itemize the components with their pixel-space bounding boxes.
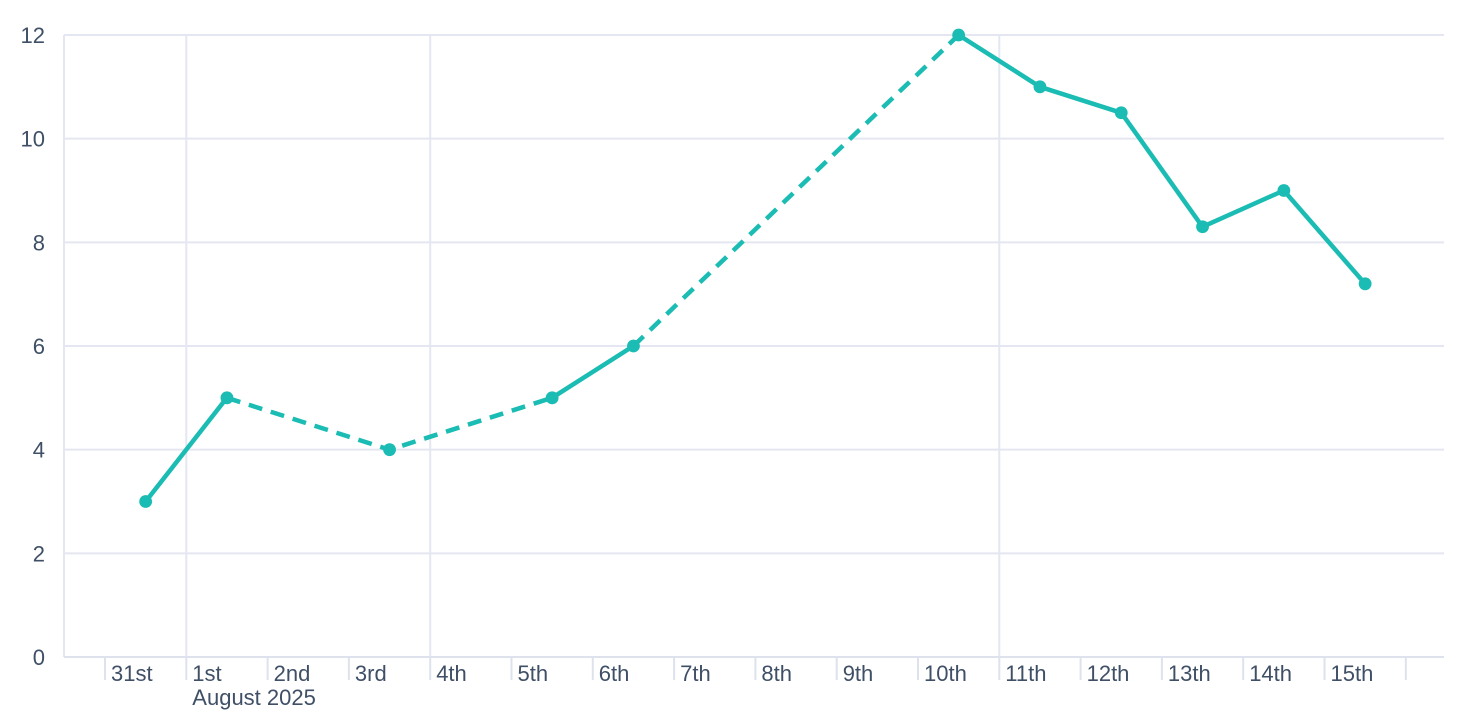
grid-layer: [63, 34, 1444, 657]
x-tick-label: 3rd: [355, 661, 387, 686]
y-tick-label: 2: [33, 541, 45, 566]
x-tick-label: 13th: [1168, 661, 1211, 686]
series-line-dashed: [226, 395, 553, 452]
y-tick-label: 10: [21, 127, 45, 152]
y-tick-label: 4: [33, 438, 45, 463]
data-point-marker: [139, 495, 153, 508]
data-point-marker: [545, 391, 559, 405]
x-tick-label: 2nd: [274, 661, 311, 686]
x-tick-label: 1st: [192, 661, 221, 686]
x-tick-label: 8th: [761, 661, 792, 686]
data-point-marker: [1277, 184, 1291, 197]
x-tick-label: 4th: [436, 661, 467, 686]
data-point-marker: [220, 391, 234, 405]
series-line-solid: [549, 343, 636, 401]
month-year-label: August 2025: [192, 685, 316, 710]
x-tick-label: 14th: [1249, 661, 1292, 686]
y-tick-label: 0: [33, 645, 45, 670]
x-tick-label: 31st: [111, 661, 153, 686]
data-point-marker: [1114, 106, 1128, 120]
y-tick-label: 12: [21, 23, 45, 48]
series-layer: [139, 28, 1372, 508]
data-point-marker: [952, 28, 966, 42]
series-line-solid: [956, 32, 1368, 287]
data-point-marker: [627, 339, 640, 353]
x-tick-label: 9th: [843, 661, 874, 686]
data-point-marker: [1358, 277, 1372, 291]
y-tick-label: 6: [33, 334, 45, 359]
x-tick-label: 5th: [518, 661, 549, 686]
x-tick-label: 6th: [599, 661, 630, 686]
x-tick-label: 11th: [1005, 661, 1046, 686]
data-point-marker: [383, 443, 396, 457]
x-tick-label: 10th: [924, 661, 967, 686]
x-tick-label: 7th: [680, 661, 711, 686]
series-line-dashed: [631, 33, 961, 348]
axis-layer: 31st 1st 2nd 3rd 4th 5th 6th 7th 8th 9th 10th 11th 1…: [21, 23, 1444, 710]
data-point-marker: [1196, 220, 1209, 234]
y-tick-label: 8: [33, 230, 45, 255]
x-tick-label: 12th: [1087, 661, 1130, 686]
series-line-solid: [143, 395, 230, 504]
x-tick-label: 15th: [1331, 661, 1374, 686]
data-point-marker: [1033, 80, 1047, 94]
